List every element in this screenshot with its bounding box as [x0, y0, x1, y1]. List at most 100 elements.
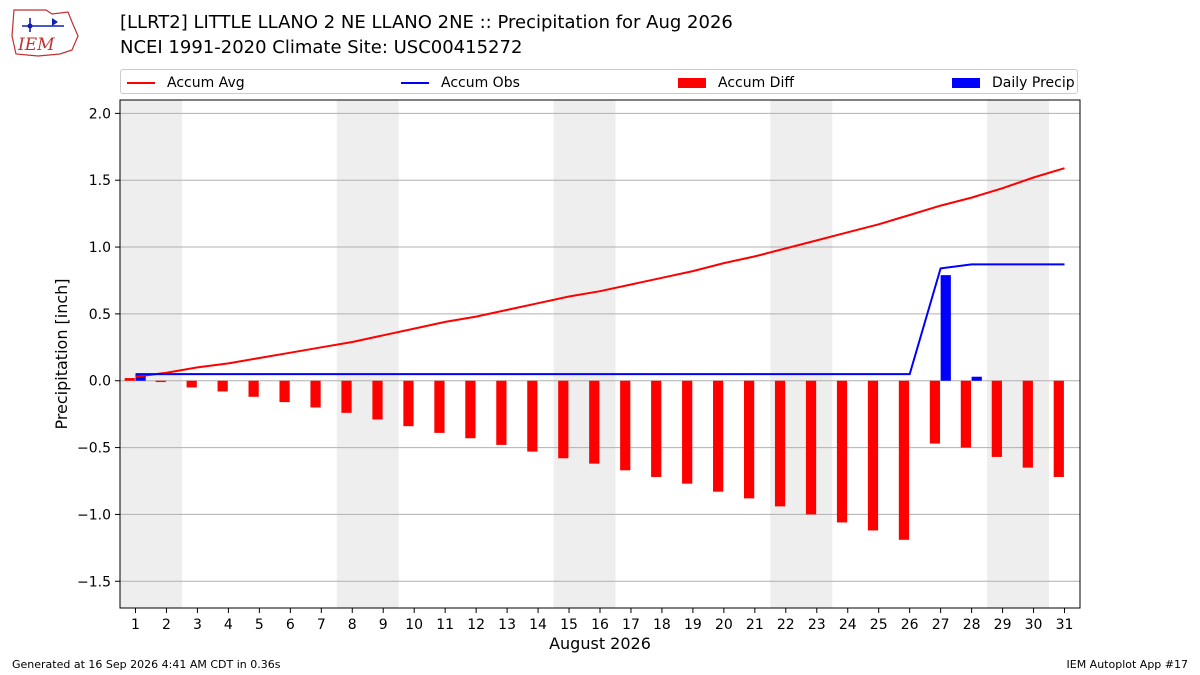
accum-diff-bar-2 — [155, 380, 166, 383]
x-tick-label-6: 6 — [286, 617, 295, 633]
x-tick-label-26: 26 — [901, 617, 919, 633]
accum-diff-bar-18 — [651, 380, 662, 477]
gridlines — [120, 112, 1080, 582]
accum-diff-bar-6 — [279, 380, 290, 403]
x-tick-label-14: 14 — [529, 617, 547, 633]
weekend-span-4 — [987, 100, 1050, 608]
legend-accum-diff-label: Accum Diff — [718, 74, 795, 91]
weekend-span-0 — [120, 100, 182, 608]
y-tick-label-1: −1.0 — [77, 507, 111, 523]
x-tick-label-13: 13 — [498, 617, 516, 633]
accum-diff-bar-28 — [960, 380, 971, 448]
accum-diff-bar-20 — [713, 380, 724, 492]
legend-accum-avg-label: Accum Avg — [167, 74, 245, 91]
legend-accum-avg: Accum Avg — [127, 70, 245, 95]
accum-diff-bar-27 — [929, 380, 941, 444]
x-tick-label-27: 27 — [932, 617, 950, 633]
accum-diff-bar-1 — [124, 378, 135, 381]
daily-precip-bar-28 — [971, 376, 982, 381]
weekend-span-3 — [770, 100, 833, 608]
legend-accum-obs-swatch — [401, 81, 429, 84]
accum-diff-bar-16 — [589, 380, 600, 464]
x-tick-label-15: 15 — [560, 617, 578, 633]
x-tick-label-18: 18 — [653, 617, 671, 633]
x-tick-label-25: 25 — [870, 617, 888, 633]
accum-diff-bar-3 — [186, 380, 197, 388]
accum-diff-bar-10 — [403, 380, 414, 427]
x-tick-label-30: 30 — [1025, 617, 1043, 633]
accum-diff-bar-11 — [434, 380, 445, 433]
y-axis: −1.5 −1.0 −0.5 0.0 0.5 1.0 1.5 2.0 — [77, 106, 120, 590]
x-axis: 1 2 3 4 5 6 7 8 9 10 11 12 13 14 15 16 17 18 19 20 21 22 23 24 2… — [131, 608, 1073, 633]
legend-daily-precip-swatch — [952, 77, 980, 88]
x-tick-label-22: 22 — [777, 617, 795, 633]
accum-obs-line — [135, 263, 1065, 376]
legend-accum-diff: Accum Diff — [678, 70, 794, 95]
x-tick-label-21: 21 — [746, 617, 764, 633]
y-tick-label-7: 2.0 — [89, 106, 111, 122]
accum-diff-bar-29 — [991, 380, 1002, 457]
y-tick-label-5: 1.0 — [89, 240, 111, 256]
logo-text: IEM — [17, 35, 55, 55]
accum-diff-bars — [124, 378, 1064, 540]
x-tick-label-9: 9 — [379, 617, 388, 633]
legend-accum-avg-swatch — [127, 81, 155, 84]
accum-diff-bar-12 — [465, 380, 476, 439]
accum-diff-bar-24 — [836, 380, 848, 523]
generated-timestamp: Generated at 16 Sep 2026 4:41 AM CDT in … — [12, 658, 281, 671]
x-tick-label-11: 11 — [436, 617, 454, 633]
x-tick-label-19: 19 — [684, 617, 702, 633]
iem-logo: IEM — [11, 9, 79, 57]
x-axis-label: August 2026 — [549, 634, 651, 653]
accum-diff-bar-31 — [1053, 380, 1064, 477]
x-tick-label-23: 23 — [808, 617, 826, 633]
legend-accum-obs: Accum Obs — [401, 70, 520, 95]
x-tick-label-3: 3 — [193, 617, 202, 633]
accum-diff-bar-17 — [620, 380, 631, 471]
y-tick-label-4: 0.5 — [89, 307, 111, 323]
legend-accum-diff-swatch — [678, 77, 706, 88]
x-tick-label-20: 20 — [715, 617, 733, 633]
x-tick-label-1: 1 — [131, 617, 140, 633]
accum-diff-bar-13 — [496, 380, 507, 445]
accum-diff-bar-26 — [898, 380, 910, 540]
x-tick-label-8: 8 — [348, 617, 357, 633]
x-tick-label-28: 28 — [963, 617, 981, 633]
legend-daily-precip-label: Daily Precip — [992, 74, 1075, 91]
y-tick-label-0: −1.5 — [77, 574, 111, 590]
daily-precip-bar-27 — [940, 275, 951, 381]
accum-diff-bar-19 — [682, 380, 693, 484]
legend: Accum Avg Accum Obs Accum Diff Daily Pre… — [120, 69, 1078, 94]
x-tick-label-4: 4 — [224, 617, 233, 633]
accum-diff-bar-7 — [310, 380, 321, 408]
x-tick-label-10: 10 — [405, 617, 423, 633]
accum-avg-line — [135, 167, 1065, 378]
accum-diff-bar-30 — [1022, 380, 1033, 468]
x-tick-label-12: 12 — [467, 617, 485, 633]
x-tick-label-17: 17 — [622, 617, 640, 633]
accum-diff-bar-21 — [744, 380, 755, 499]
accum-diff-bar-4 — [217, 380, 228, 392]
y-tick-label-3: 0.0 — [89, 374, 111, 390]
weekend-span-1 — [336, 100, 399, 608]
accum-diff-bar-25 — [867, 380, 879, 531]
accum-lines — [135, 167, 1065, 378]
accum-diff-bar-22 — [774, 380, 786, 507]
chart-title: [LLRT2] LITTLE LLANO 2 NE LLANO 2NE :: P… — [120, 12, 733, 33]
y-tick-label-6: 1.5 — [89, 173, 111, 189]
x-tick-label-31: 31 — [1056, 617, 1074, 633]
accum-diff-bar-23 — [805, 380, 817, 515]
accum-diff-bar-14 — [527, 380, 538, 452]
daily-precip-bar-1 — [135, 374, 146, 381]
accum-diff-bar-15 — [558, 380, 569, 459]
x-tick-label-24: 24 — [839, 617, 857, 633]
accum-diff-bar-5 — [248, 380, 259, 397]
daily-precip-bars — [135, 275, 982, 381]
chart-subtitle: NCEI 1991-2020 Climate Site: USC00415272 — [120, 37, 523, 58]
accum-diff-bar-8 — [341, 380, 352, 413]
y-tick-label-2: −0.5 — [77, 441, 111, 457]
x-tick-label-5: 5 — [255, 617, 264, 633]
weekend-span-2 — [553, 100, 616, 608]
legend-accum-obs-label: Accum Obs — [441, 74, 520, 91]
